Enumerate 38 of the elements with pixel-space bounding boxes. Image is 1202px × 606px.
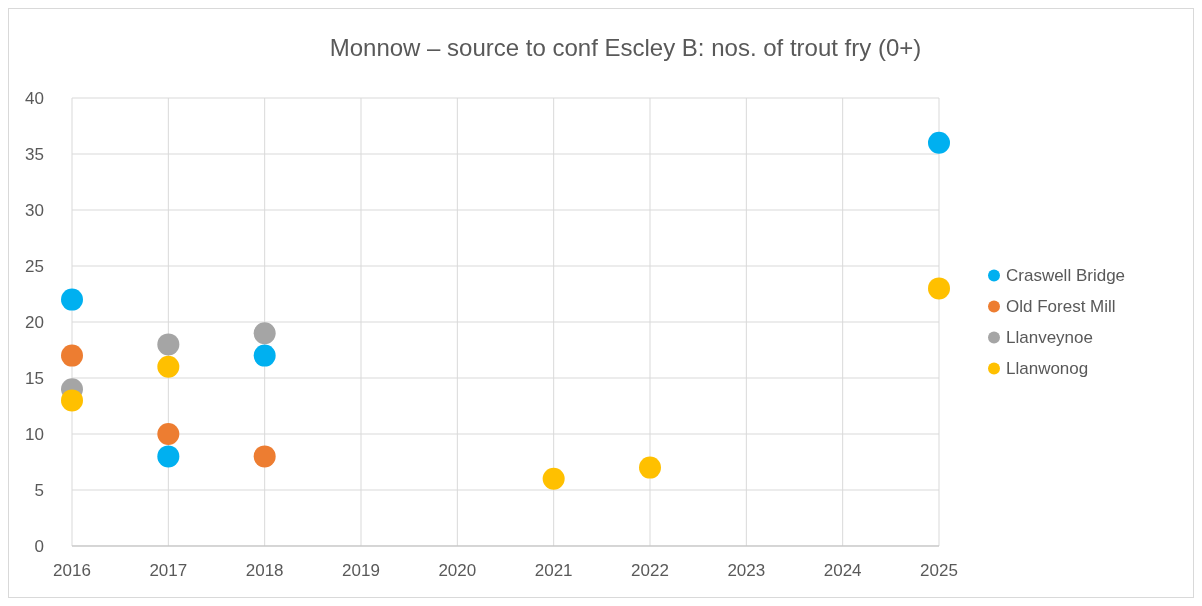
legend-label: Craswell Bridge [1006,266,1126,286]
point [61,288,83,311]
point [157,355,180,378]
y-tick-label: 30 [25,200,44,220]
y-tick-label: 0 [34,536,44,556]
x-tick-label: 2019 [342,561,380,580]
y-tick-label: 20 [25,312,44,332]
point [542,467,565,490]
point [253,344,276,367]
x-tick-label: 2024 [823,561,862,580]
point [61,344,83,367]
point [253,445,276,468]
y-tick-label: 25 [25,256,44,276]
point [639,456,661,479]
x-tick-label: 2023 [727,561,766,580]
y-tick-label: 5 [34,480,44,500]
y-tick-label: 35 [25,144,44,164]
point [928,131,950,154]
legend-label: Llanwonog [1006,359,1089,379]
x-tick-label: 2018 [245,561,284,580]
point [928,277,950,300]
legend-label: Old Forest Mill [1006,297,1116,317]
point [157,333,180,356]
x-tick-label: 2020 [438,561,477,580]
y-tick-label: 15 [25,368,44,388]
point [157,445,180,468]
x-tick-label: 2017 [149,561,188,580]
x-tick-label: 2025 [920,561,958,580]
x-tick-label: 2022 [631,561,669,580]
point [157,423,180,445]
x-tick-label: 2021 [534,561,573,580]
point [61,389,83,412]
y-tick-label: 10 [25,424,44,444]
x-tick-label: 2016 [53,561,91,580]
y-tick-label: 40 [25,88,44,108]
legend-label: Llanveynoe [1006,328,1093,348]
chart-title: Monnow – source to conf Escley B: nos. of trout fry (0+) [329,34,922,61]
point [253,322,276,345]
